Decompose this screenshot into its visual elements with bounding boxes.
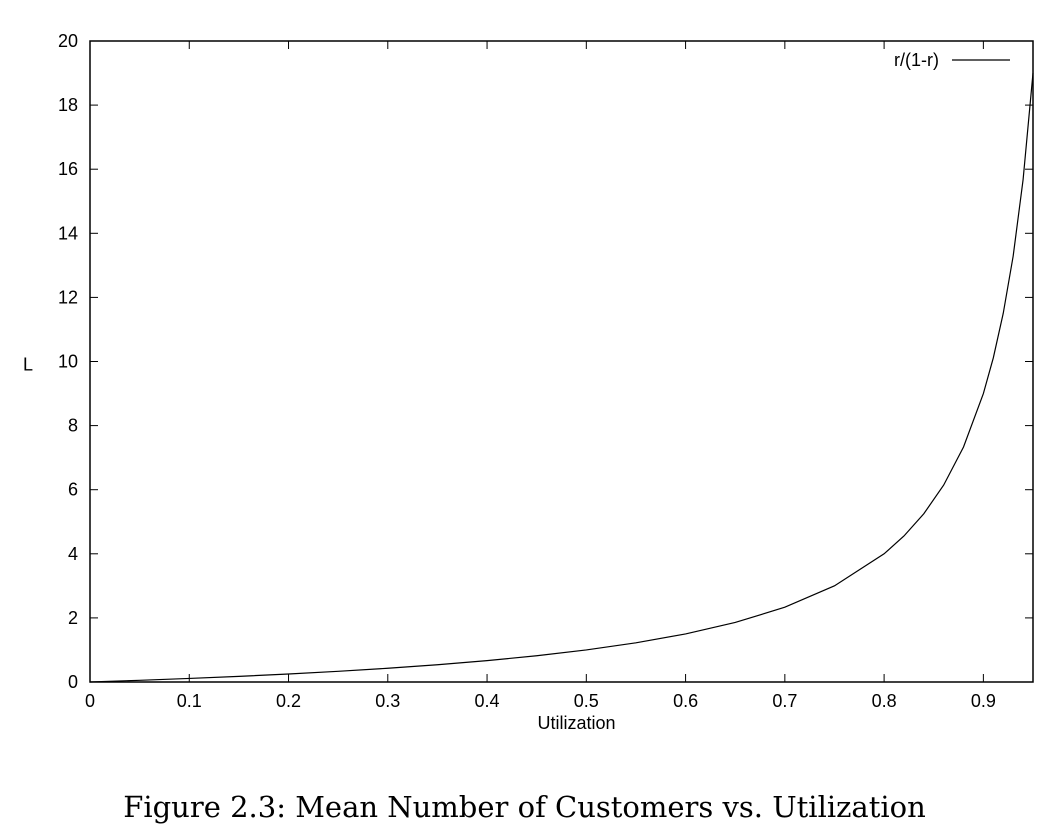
legend-label: r/(1-r) [894, 50, 939, 70]
x-tick-label: 0.2 [276, 691, 301, 711]
x-tick-label: 0.7 [772, 691, 797, 711]
x-tick-label: 0.5 [574, 691, 599, 711]
series-line-0 [89, 72, 1034, 683]
line-chart: 0 0.1 0.2 0.3 0.4 0.5 0.6 0.7 0.8 0.9 0 2 4 6 8 10 12 14 1… [23, 31, 1034, 733]
y-tick-label: 4 [68, 544, 78, 564]
y-tick-label: 18 [58, 95, 78, 115]
y-tick-label: 0 [68, 672, 78, 692]
y-tick-label: 14 [58, 223, 78, 243]
plot-frame [89, 40, 1034, 683]
y-tick-label: 10 [58, 352, 78, 372]
x-tick-label: 0.9 [971, 691, 996, 711]
x-axis-title: Utilization [537, 713, 615, 733]
y-tick-label: 16 [58, 159, 78, 179]
y-tick-label: 8 [68, 416, 78, 436]
figure-caption: Figure 2.3: Mean Number of Customers vs.… [123, 790, 926, 824]
y-axis-title: L [23, 355, 33, 375]
x-tick-label: 0.1 [177, 691, 202, 711]
x-tick-label: 0.8 [872, 691, 897, 711]
x-tick-label: 0.6 [673, 691, 698, 711]
y-tick-label: 12 [58, 287, 78, 307]
x-tick-label: 0 [85, 691, 95, 711]
x-tick-label: 0.3 [375, 691, 400, 711]
y-tick-label: 20 [58, 31, 78, 51]
y-tick-label: 2 [68, 608, 78, 628]
y-tick-label: 6 [68, 480, 78, 500]
x-tick-label: 0.4 [475, 691, 500, 711]
